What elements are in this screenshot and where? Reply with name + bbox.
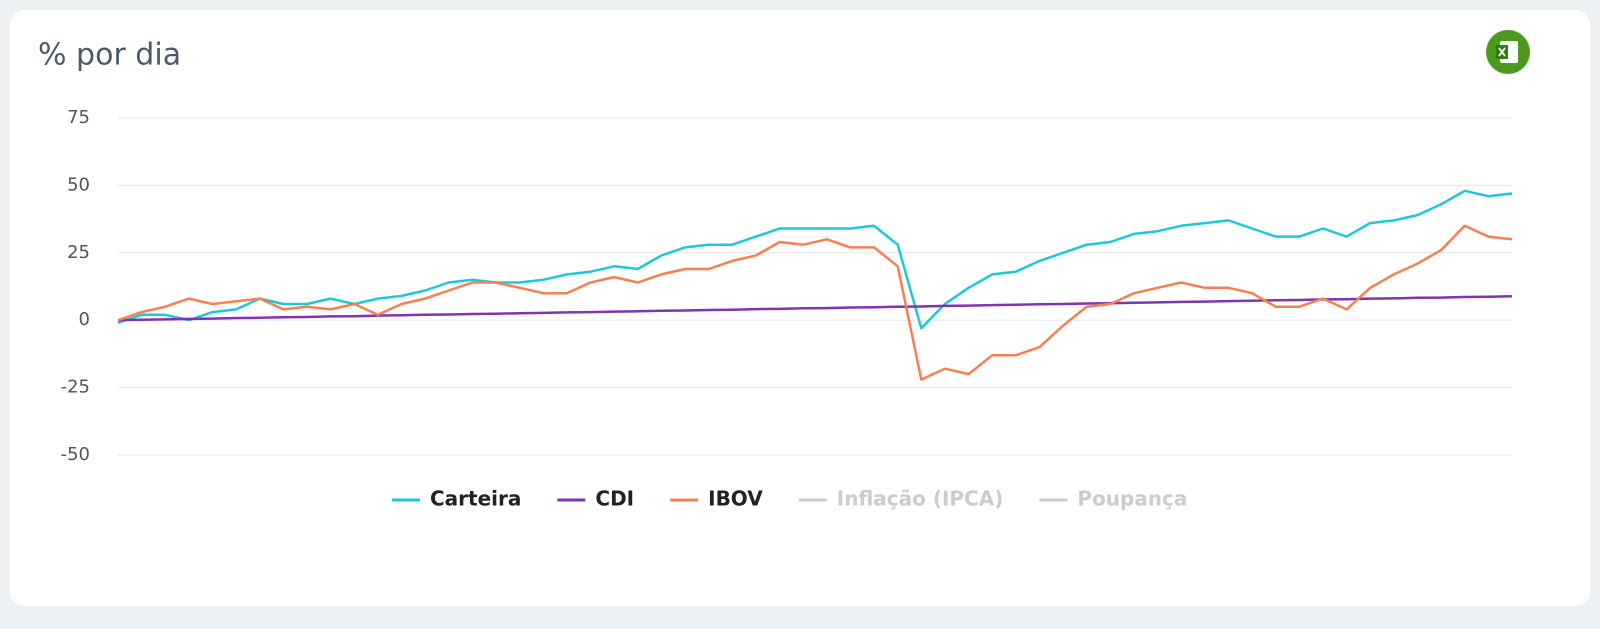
series-line bbox=[117, 189, 1513, 330]
legend-label: CDI bbox=[595, 487, 634, 511]
excel-button[interactable] bbox=[1486, 30, 1530, 74]
excel-x bbox=[1498, 47, 1506, 57]
legend-label: Carteira bbox=[430, 487, 521, 511]
chart-title: % por dia bbox=[38, 38, 181, 73]
y-tick-label: -25 bbox=[61, 377, 90, 398]
series-line bbox=[117, 294, 1513, 322]
legend-label: IBOV bbox=[708, 487, 763, 511]
legend-label: Poupança bbox=[1077, 487, 1187, 511]
series-line bbox=[117, 224, 1513, 381]
y-tick-label: 0 bbox=[79, 309, 90, 330]
legend-label: Inflação (IPCA) bbox=[837, 487, 1004, 511]
y-tick-label: -50 bbox=[61, 444, 90, 465]
y-tick-label: 75 bbox=[67, 107, 90, 128]
y-tick-label: 50 bbox=[67, 174, 90, 195]
y-tick-label: 25 bbox=[67, 242, 90, 263]
